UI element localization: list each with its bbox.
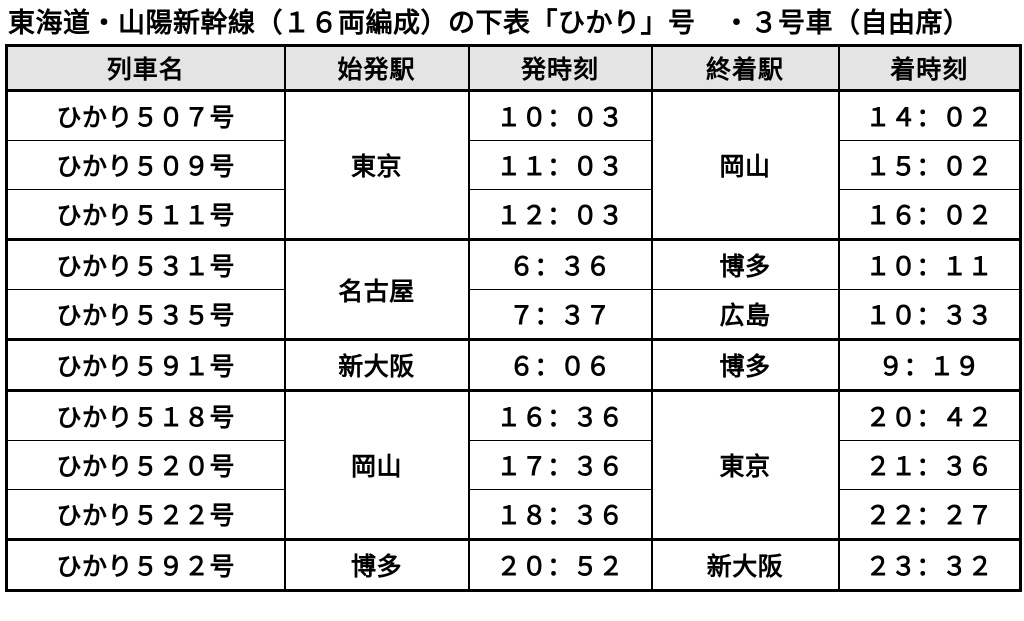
cell-terminal-station: 博多 bbox=[650, 238, 840, 291]
cell-origin-station: 名古屋 bbox=[283, 238, 470, 341]
hikari-timetable: 列車名 始発駅 発時刻 終着駅 着時刻 ひかり５０７号 東京 １０：０３ 岡山 １４：０２ ひかり… bbox=[5, 44, 1022, 593]
cell-arrival-time: １４：０２ bbox=[837, 90, 1022, 142]
cell-train-name: ひかり５９１号 bbox=[5, 338, 286, 392]
cell-departure-time: １７：３６ bbox=[467, 440, 653, 491]
table-row: ひかり５３５号 ７：３７ 広島 １０：３３ bbox=[5, 289, 1022, 341]
cell-terminal-station: 広島 bbox=[650, 289, 840, 341]
cell-departure-time: ２０：５２ bbox=[467, 538, 653, 592]
header-cell-origin-station: 始発駅 bbox=[283, 45, 470, 93]
header-row: 列車名 始発駅 発時刻 終着駅 着時刻 bbox=[5, 45, 1022, 93]
cell-train-name: ひかり５３１号 bbox=[5, 238, 286, 291]
cell-departure-time: ６：３６ bbox=[467, 238, 653, 291]
cell-origin-station: 岡山 bbox=[283, 389, 470, 541]
cell-departure-time: ７：３７ bbox=[467, 289, 653, 341]
cell-train-name: ひかり５２０号 bbox=[5, 440, 286, 491]
cell-train-name: ひかり５１１号 bbox=[5, 189, 286, 241]
cell-arrival-time: ９：１９ bbox=[837, 338, 1022, 392]
table-row: ひかり５０７号 東京 １０：０３ 岡山 １４：０２ bbox=[5, 90, 1022, 241]
cell-train-name: ひかり５１８号 bbox=[5, 389, 286, 442]
cell-train-name: ひかり５２２号 bbox=[5, 489, 286, 541]
table-row: ひかり５９２号 博多 ２０：５２ 新大阪 ２３：３２ bbox=[5, 538, 1022, 592]
header-cell-arrival-time: 着時刻 bbox=[837, 45, 1022, 93]
cell-departure-time: １１：０３ bbox=[467, 140, 653, 191]
table-row: ひかり５９１号 新大阪 ６：０６ 博多 ９：１９ bbox=[5, 338, 1022, 392]
cell-departure-time: １６：３６ bbox=[467, 389, 653, 442]
cell-arrival-time: ２１：３６ bbox=[837, 440, 1022, 491]
page-title: 東海道・山陽新幹線（１６両編成）の下表「ひかり」号 ・３号車（自由席） bbox=[8, 8, 971, 38]
cell-train-name: ひかり５９２号 bbox=[5, 538, 286, 592]
cell-departure-time: １２：０３ bbox=[467, 189, 653, 241]
cell-departure-time: １８：３６ bbox=[467, 489, 653, 541]
cell-arrival-time: １５：０２ bbox=[837, 140, 1022, 191]
cell-origin-station: 新大阪 bbox=[283, 338, 470, 392]
cell-arrival-time: ２２：２７ bbox=[837, 489, 1022, 541]
cell-origin-station: 博多 bbox=[283, 538, 470, 592]
header-cell-departure-time: 発時刻 bbox=[467, 45, 653, 93]
header-cell-train-name: 列車名 bbox=[5, 45, 286, 93]
table-row: ひかり５２２号 １８：３６ ２２：２７ bbox=[5, 489, 1022, 541]
cell-train-name: ひかり５３５号 bbox=[5, 289, 286, 341]
cell-arrival-time: ２３：３２ bbox=[837, 538, 1022, 592]
cell-arrival-time: １６：０２ bbox=[837, 189, 1022, 241]
cell-arrival-time: １０：１１ bbox=[837, 238, 1022, 291]
cell-arrival-time: ２０：４２ bbox=[837, 389, 1022, 442]
cell-arrival-time: １０：３３ bbox=[837, 289, 1022, 341]
cell-terminal-station: 新大阪 bbox=[650, 538, 840, 592]
cell-departure-time: １０：０３ bbox=[467, 90, 653, 142]
cell-departure-time: ６：０６ bbox=[467, 338, 653, 392]
table-row: ひかり５３１号 名古屋 ６：３６ 博多 １０：１１ bbox=[5, 238, 1022, 341]
cell-terminal-station: 岡山 bbox=[650, 90, 840, 241]
cell-terminal-station: 東京 bbox=[650, 389, 840, 541]
cell-origin-station: 東京 bbox=[283, 90, 470, 241]
cell-train-name: ひかり５０９号 bbox=[5, 140, 286, 191]
cell-terminal-station: 博多 bbox=[650, 338, 840, 392]
timetable-body: ひかり５０７号 東京 １０：０３ 岡山 １４：０２ ひかり５０９号 １１：０３ １５：０２ ひか… bbox=[5, 90, 1022, 592]
table-row: ひかり５１８号 岡山 １６：３６ 東京 ２０：４２ bbox=[5, 389, 1022, 541]
table-row: ひかり５２０号 １７：３６ ２１：３６ bbox=[5, 440, 1022, 491]
cell-train-name: ひかり５０７号 bbox=[5, 90, 286, 142]
table-row: ひかり５１１号 １２：０３ １６：０２ bbox=[5, 189, 1022, 241]
table-row: ひかり５０９号 １１：０３ １５：０２ bbox=[5, 140, 1022, 191]
header-cell-terminal-station: 終着駅 bbox=[650, 45, 840, 93]
